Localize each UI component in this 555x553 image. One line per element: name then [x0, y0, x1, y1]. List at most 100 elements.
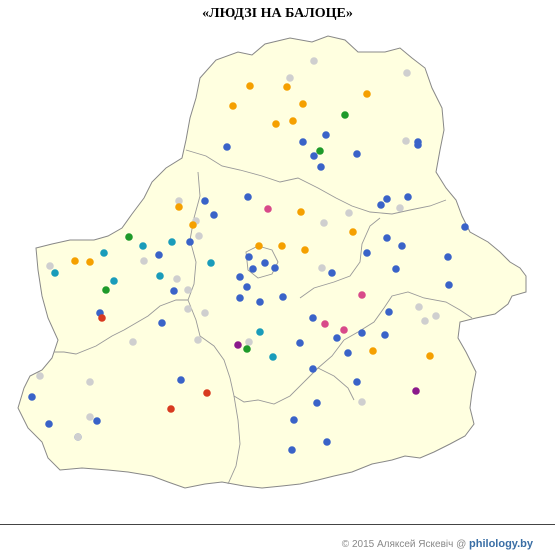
map-dot-blue [309, 365, 317, 373]
map-dot-blue [223, 143, 231, 151]
map-dot-grey [86, 413, 94, 421]
map-dot-orange [297, 208, 305, 216]
map-dot-grey [175, 197, 183, 205]
map-dot-pink [358, 291, 366, 299]
map-dot-blue [299, 138, 307, 146]
region-border-gomel-brest [317, 367, 355, 401]
map-dot-teal [269, 353, 277, 361]
map-dot-blue [381, 331, 389, 339]
map-dot-blue [445, 281, 453, 289]
map-dot-blue [186, 238, 194, 246]
map-dot-green [341, 111, 349, 119]
map-dot-grey [245, 338, 253, 346]
map-dot-grey [421, 317, 429, 325]
footer-divider [0, 524, 555, 525]
map-dot-orange [229, 102, 237, 110]
map-dot-orange [86, 258, 94, 266]
map-dot-red [167, 405, 175, 413]
map-dot-orange [363, 90, 371, 98]
map-dot-blue [317, 163, 325, 171]
map-dot-grey [86, 378, 94, 386]
region-border-west [54, 171, 201, 355]
map-dot-blue [383, 195, 391, 203]
map-dot-orange [289, 117, 297, 125]
footer-credit-text: © 2015 Аляксей Яскевіч @ [341, 539, 470, 550]
map-dot-blue [333, 334, 341, 342]
map-dot-blue [244, 193, 252, 201]
map-dot-red [98, 314, 106, 322]
map-dot-orange [369, 347, 377, 355]
map-dot-blue [414, 141, 422, 149]
map-dot-teal [110, 277, 118, 285]
map-dot-green [125, 233, 133, 241]
map-dot-orange [246, 82, 254, 90]
map-dot-blue [323, 438, 331, 446]
map-dot-blue [158, 319, 166, 327]
country-outline [17, 35, 527, 489]
map-dot-blue [249, 265, 257, 273]
map-dot-blue [377, 201, 385, 209]
map-dot-grey [173, 275, 181, 283]
map-dot-blue [358, 329, 366, 337]
map-dot-blue [288, 446, 296, 454]
map-dot-teal [156, 272, 164, 280]
map-dot-blue [392, 265, 400, 273]
map-dot-orange [255, 242, 263, 250]
map-dot-blue [310, 152, 318, 160]
map-dot-grey [320, 219, 328, 227]
map-title: «ЛЮДЗІ НА БАЛОЦЕ» [202, 6, 353, 21]
map-dot-blue [170, 287, 178, 295]
map-dot-blue [177, 376, 185, 384]
map-dot-purple [234, 341, 242, 349]
map-dot-green [316, 147, 324, 155]
map-dot-blue [353, 150, 361, 158]
map-dot-blue [28, 393, 36, 401]
region-border-minsk-east [299, 217, 381, 299]
map-dot-grey [403, 69, 411, 77]
map-dot-blue [93, 417, 101, 425]
map-dot-blue [201, 197, 209, 205]
map-dot-pink [264, 205, 272, 213]
map-dot-teal [51, 269, 59, 277]
map-dot-blue [444, 253, 452, 261]
dots-layer [28, 57, 469, 454]
map-dot-orange [71, 257, 79, 265]
map-dot-blue [256, 298, 264, 306]
map-dot-blue [385, 308, 393, 316]
map-dot-grey [402, 137, 410, 145]
map-dot-grey [184, 305, 192, 313]
map-dot-blue [461, 223, 469, 231]
map-dot-blue [296, 339, 304, 347]
map-dot-orange [301, 246, 309, 254]
map-dot-blue [155, 251, 163, 259]
map-dot-blue [245, 253, 253, 261]
map-dot-teal [256, 328, 264, 336]
map-dot-grey [432, 312, 440, 320]
map-dot-grey [318, 264, 326, 272]
map-dot-blue [322, 131, 330, 139]
region-border-north [185, 149, 447, 215]
map-dot-blue [398, 242, 406, 250]
map-dot-grey [140, 257, 148, 265]
map-dot-blue [236, 294, 244, 302]
map-dot-orange [426, 352, 434, 360]
map-dot-purple [412, 387, 420, 395]
map-dot-blue [290, 416, 298, 424]
map-dot-blue [279, 293, 287, 301]
map-dot-grey [46, 262, 54, 270]
footer-credit: © 2015 Аляксей Яскевіч @ philology.by [342, 538, 533, 550]
region-border-south [227, 395, 241, 485]
map-dot-blue [313, 399, 321, 407]
map-dot-grey [286, 74, 294, 82]
map-dot-orange [272, 120, 280, 128]
map-dot-orange [189, 221, 197, 229]
map-dot-orange [349, 228, 357, 236]
map-dot-grey [358, 398, 366, 406]
footer-site-link[interactable]: philology.by [469, 538, 533, 550]
map-dot-grey [195, 232, 203, 240]
map-dot-grey [310, 57, 318, 65]
map-dot-grey [194, 336, 202, 344]
map-dot-blue [210, 211, 218, 219]
map-dot-orange [283, 83, 291, 91]
